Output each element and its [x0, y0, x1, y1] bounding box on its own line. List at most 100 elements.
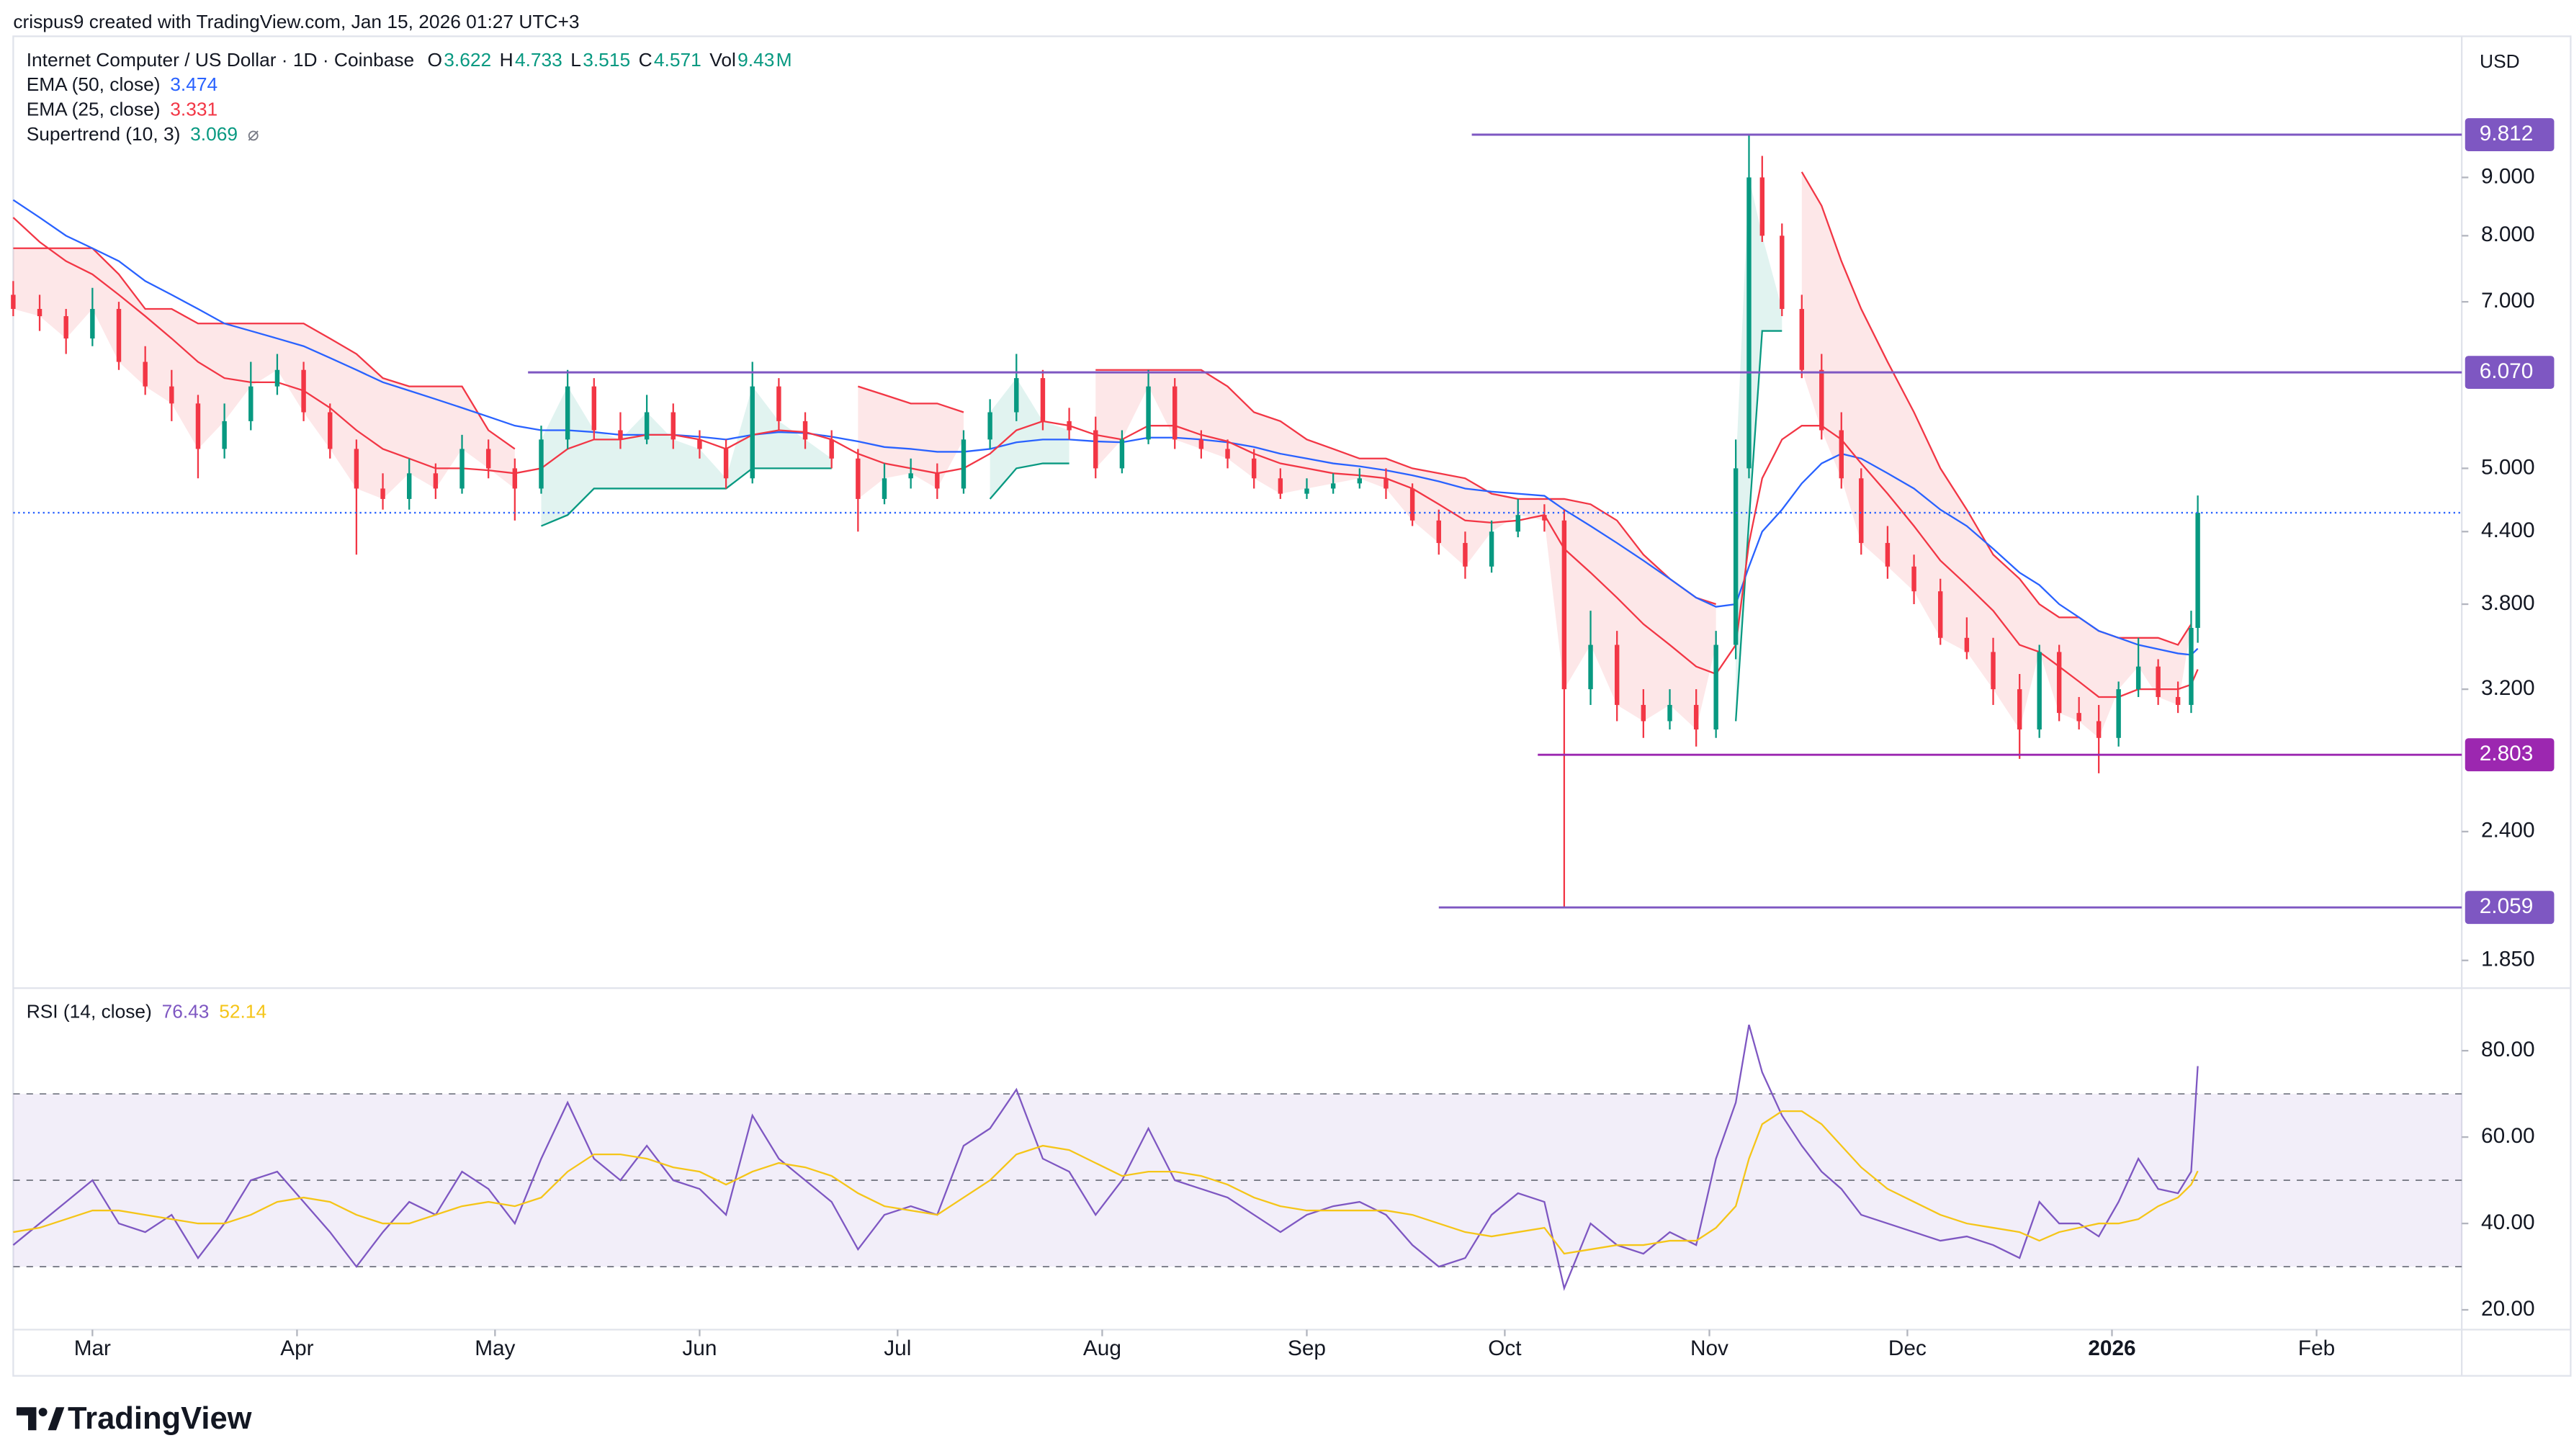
volume-label: Vol	[709, 49, 736, 71]
y-tick-label: 1.850	[2481, 948, 2535, 971]
legend-value: 3.474	[170, 73, 218, 95]
candle-body	[1463, 543, 1468, 567]
legend-value: 52.14	[219, 1001, 266, 1023]
level-label-box	[2465, 118, 2555, 151]
candle-body	[222, 421, 227, 449]
candle-body	[1885, 543, 1891, 567]
candle-body	[169, 386, 174, 404]
rsi-line	[13, 1110, 2199, 1255]
candle-body	[1146, 386, 1151, 440]
ohlc-value: 4.571	[654, 49, 701, 71]
y-tick-label: 7.000	[2481, 289, 2535, 313]
candle-body	[1733, 468, 1739, 645]
candle-body	[987, 412, 992, 440]
y-tick-label: 9.000	[2481, 164, 2535, 188]
ema-line	[12, 199, 2199, 656]
rsi-band	[13, 1094, 2462, 1267]
x-tick-label: 2026	[2088, 1336, 2135, 1360]
candle-body	[2037, 652, 2042, 730]
candle-body	[1759, 177, 1765, 236]
level-label-box	[2465, 738, 2555, 772]
candle-body	[1799, 309, 1804, 370]
ohlc-label: H	[500, 49, 514, 71]
candle-body	[1040, 378, 1046, 421]
candle-body	[380, 488, 385, 499]
y-tick-label: 40.00	[2481, 1210, 2535, 1234]
legend-row: RSI (14, close) 76.43 52.14	[27, 1001, 266, 1023]
candle-body	[618, 430, 623, 440]
candle-body	[1859, 478, 1864, 544]
candle-body	[274, 369, 280, 387]
candle-body	[195, 403, 201, 449]
legend-name: RSI (14, close)	[27, 1001, 152, 1023]
level-label-box	[2465, 891, 2555, 925]
logo-text: TradingView	[68, 1401, 252, 1436]
legend-value: 3.069	[190, 123, 238, 145]
candle-body	[37, 309, 42, 317]
candle-body	[459, 449, 465, 489]
x-tick-label: Apr	[280, 1336, 313, 1360]
legend-name: Supertrend (10, 3)	[27, 123, 181, 145]
x-tick-label: Jul	[884, 1336, 911, 1360]
candle-body	[1067, 421, 1072, 431]
frame	[12, 35, 2572, 1377]
candle-body	[591, 386, 597, 431]
candle-body	[2135, 666, 2141, 690]
volume-unit: M	[776, 49, 792, 71]
level-label: 2.059	[2480, 894, 2534, 918]
x-tick-label: Dec	[1888, 1336, 1927, 1360]
candle-body	[433, 473, 439, 489]
candle-body	[1641, 704, 1646, 722]
candle-body	[1746, 177, 1752, 469]
legend-name: EMA (50, close)	[27, 73, 161, 95]
candle-body	[116, 309, 122, 362]
level-label: 6.070	[2480, 359, 2534, 383]
candle-body	[565, 386, 570, 440]
candle-body	[1713, 644, 1718, 730]
x-tick-label: Oct	[1488, 1336, 1522, 1360]
candle-body	[1330, 483, 1336, 489]
candle-body	[1119, 439, 1125, 469]
ohlc-value: 3.515	[583, 49, 630, 71]
candle-body	[143, 361, 148, 387]
candle-body	[1093, 430, 1098, 469]
candle-body	[829, 439, 834, 459]
ohlc-label: L	[570, 49, 581, 71]
candle-body	[935, 473, 940, 489]
x-tick-label: Sep	[1288, 1336, 1326, 1360]
ohlc-label: C	[639, 49, 653, 71]
candle-body	[248, 386, 254, 421]
candle-body	[856, 458, 861, 499]
candle-body	[1251, 458, 1257, 479]
candle-body	[1938, 591, 1943, 638]
candle-body	[1991, 652, 1996, 690]
candle-body	[512, 468, 518, 489]
y-tick-label: 80.00	[2481, 1038, 2535, 1061]
candle-body	[908, 473, 913, 479]
y-tick-label: 20.00	[2481, 1297, 2535, 1321]
supertrend-fill	[1095, 369, 1716, 730]
candle-body	[2056, 652, 2062, 714]
candle-body	[1172, 386, 1178, 440]
candle-body	[354, 449, 359, 489]
legend-row: Internet Computer / US Dollar · 1D · Coi…	[27, 49, 792, 71]
x-tick-label: Jun	[682, 1336, 717, 1360]
y-tick-label: 3.800	[2481, 591, 2535, 615]
y-tick-label: 60.00	[2481, 1124, 2535, 1148]
candle-body	[802, 421, 808, 440]
candle-body	[750, 386, 755, 479]
x-tick-label: May	[475, 1336, 515, 1360]
x-tick-label: Nov	[1690, 1336, 1728, 1360]
candle-body	[776, 386, 781, 421]
legend-value: 3.331	[170, 98, 218, 120]
candle-body	[1436, 520, 1441, 544]
level-label: 2.803	[2480, 742, 2534, 765]
rsi-line	[12, 1024, 2199, 1291]
legend-row: EMA (50, close) 3.474	[27, 73, 218, 95]
supertrend-fill	[541, 386, 832, 526]
candle-body	[2076, 713, 2081, 722]
legend-value: 76.43	[162, 1001, 210, 1023]
